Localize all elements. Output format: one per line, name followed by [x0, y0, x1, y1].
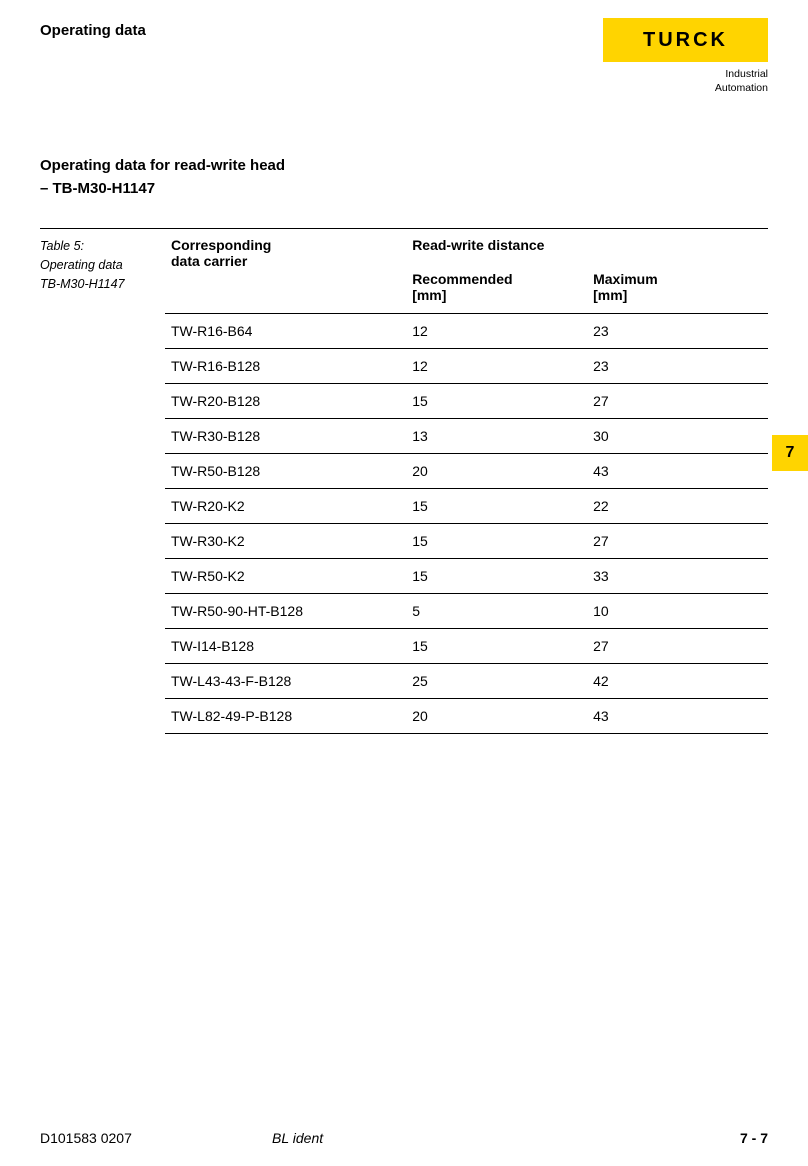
cell-maximum: 10 [587, 594, 768, 629]
cell-carrier: TW-R16-B64 [165, 314, 406, 349]
cell-maximum: 23 [587, 349, 768, 384]
cell-maximum: 27 [587, 524, 768, 559]
table-row: TW-R50-K21533 [165, 559, 768, 594]
table-container: Table 5: Operating data TB-M30-H1147 Cor… [40, 228, 768, 734]
cell-carrier: TW-R20-K2 [165, 489, 406, 524]
cell-maximum: 23 [587, 314, 768, 349]
logo-badge: TURCK [603, 18, 768, 62]
section-title-line2: – TB-M30-H1147 [40, 180, 155, 197]
logo-text: TURCK [643, 29, 728, 52]
cell-maximum: 22 [587, 489, 768, 524]
cell-carrier: TW-R50-K2 [165, 559, 406, 594]
table-row: TW-L43-43-F-B1282542 [165, 664, 768, 699]
footer-product: BL ident [272, 1130, 323, 1146]
cell-carrier: TW-I14-B128 [165, 629, 406, 664]
table-row: TW-R50-90-HT-B128510 [165, 594, 768, 629]
cell-recommended: 25 [406, 664, 587, 699]
logo-subtitle: Industrial Automation [715, 68, 768, 95]
caption-line3: TB-M30-H1147 [40, 277, 125, 291]
cell-carrier: TW-L82-49-P-B128 [165, 699, 406, 734]
caption-line2: Operating data [40, 258, 123, 272]
cell-maximum: 42 [587, 664, 768, 699]
cell-carrier: TW-R30-K2 [165, 524, 406, 559]
table-body: TW-R16-B641223TW-R16-B1281223TW-R20-B128… [165, 314, 768, 734]
caption-line1: Table 5: [40, 239, 84, 253]
cell-maximum: 43 [587, 699, 768, 734]
cell-recommended: 15 [406, 524, 587, 559]
cell-carrier: TW-R16-B128 [165, 349, 406, 384]
cell-carrier: TW-R30-B128 [165, 419, 406, 454]
table-caption: Table 5: Operating data TB-M30-H1147 [40, 229, 165, 734]
cell-recommended: 15 [406, 384, 587, 419]
th-max-unit: [mm] [593, 287, 762, 303]
th-max-label: Maximum [593, 271, 658, 287]
cell-recommended: 15 [406, 629, 587, 664]
th-recommended: Recommended [mm] [406, 263, 587, 314]
th-rec-label: Recommended [412, 271, 512, 287]
page-header: Operating data TURCK Industrial Automati… [40, 18, 768, 95]
cell-recommended: 20 [406, 454, 587, 489]
cell-carrier: TW-R20-B128 [165, 384, 406, 419]
table-row: TW-R20-B1281527 [165, 384, 768, 419]
cell-maximum: 27 [587, 629, 768, 664]
cell-carrier: TW-L43-43-F-B128 [165, 664, 406, 699]
chapter-number: 7 [786, 444, 795, 462]
cell-recommended: 15 [406, 559, 587, 594]
th-carrier: Corresponding data carrier [165, 229, 406, 314]
cell-carrier: TW-R50-B128 [165, 454, 406, 489]
th-distance-span: Read-write distance [406, 229, 768, 263]
table-row: TW-R16-B1281223 [165, 349, 768, 384]
table-row: TW-L82-49-P-B1282043 [165, 699, 768, 734]
footer-page-number: 7 - 7 [740, 1130, 768, 1146]
cell-maximum: 43 [587, 454, 768, 489]
cell-recommended: 15 [406, 489, 587, 524]
th-carrier-line1: Corresponding [171, 237, 271, 253]
footer-doc-id: D101583 0207 [40, 1130, 132, 1146]
table-row: TW-I14-B1281527 [165, 629, 768, 664]
table-row: TW-R30-B1281330 [165, 419, 768, 454]
section-title: Operating data for read-write head – TB-… [40, 155, 768, 200]
th-rec-unit: [mm] [412, 287, 581, 303]
section-title-line1: Operating data for read-write head [40, 157, 285, 174]
table-row: TW-R50-B1282043 [165, 454, 768, 489]
th-maximum: Maximum [mm] [587, 263, 768, 314]
brand-logo: TURCK Industrial Automation [603, 18, 768, 95]
logo-sub-line2: Automation [715, 82, 768, 94]
table-row: TW-R16-B641223 [165, 314, 768, 349]
page-footer: D101583 0207 BL ident 7 - 7 [40, 1130, 768, 1146]
cell-carrier: TW-R50-90-HT-B128 [165, 594, 406, 629]
cell-maximum: 27 [587, 384, 768, 419]
cell-recommended: 5 [406, 594, 587, 629]
logo-sub-line1: Industrial [725, 68, 768, 80]
chapter-tab: 7 [772, 435, 808, 471]
operating-data-table: Corresponding data carrier Read-write di… [165, 229, 768, 734]
cell-maximum: 30 [587, 419, 768, 454]
cell-recommended: 12 [406, 314, 587, 349]
th-carrier-line2: data carrier [171, 253, 400, 269]
table-row: TW-R20-K21522 [165, 489, 768, 524]
cell-recommended: 20 [406, 699, 587, 734]
cell-recommended: 12 [406, 349, 587, 384]
header-title: Operating data [40, 18, 146, 39]
cell-recommended: 13 [406, 419, 587, 454]
table-row: TW-R30-K21527 [165, 524, 768, 559]
cell-maximum: 33 [587, 559, 768, 594]
